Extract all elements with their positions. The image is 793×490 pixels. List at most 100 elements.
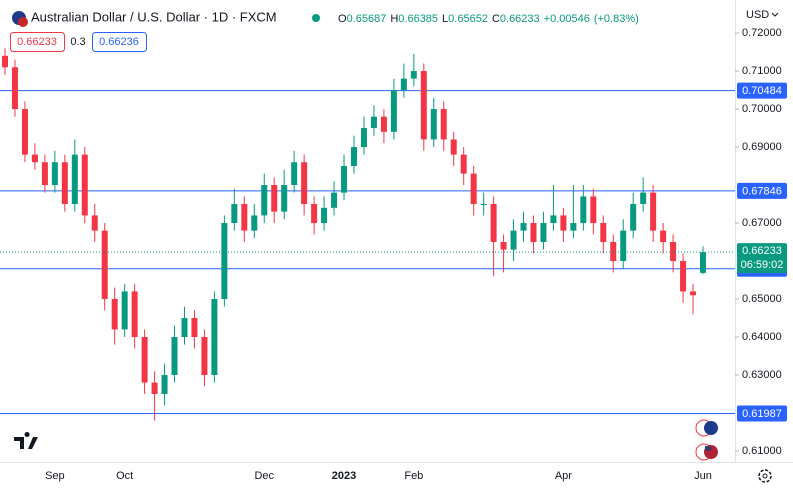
plot-area bbox=[0, 48, 735, 421]
candle-body bbox=[241, 204, 248, 231]
level-label: 0.70484 bbox=[742, 85, 782, 97]
candle-body bbox=[111, 299, 118, 330]
candle-body bbox=[470, 173, 477, 205]
candle-body bbox=[71, 154, 78, 205]
candle-body bbox=[161, 374, 168, 394]
candle-body bbox=[191, 318, 198, 338]
c-value: 0.66233 bbox=[500, 13, 540, 25]
candle-body bbox=[61, 162, 68, 205]
y-tick-label: 0.67000 bbox=[742, 217, 782, 229]
candle-body bbox=[480, 204, 487, 206]
candle-body bbox=[301, 162, 308, 205]
y-tick-label: 0.70000 bbox=[742, 103, 782, 115]
candle-body bbox=[560, 215, 567, 231]
level-label-bg bbox=[737, 82, 787, 99]
last-price-bg bbox=[737, 243, 787, 274]
candle-body bbox=[271, 185, 278, 212]
candle-body bbox=[570, 223, 577, 231]
market-status[interactable] bbox=[312, 14, 320, 22]
candle-body bbox=[700, 252, 706, 273]
y-tick-label: 0.63000 bbox=[742, 369, 782, 381]
candle-body bbox=[101, 230, 108, 300]
sell-price[interactable]: 0.66233 bbox=[17, 36, 57, 48]
candle-body bbox=[640, 192, 647, 205]
candle-body bbox=[121, 291, 128, 330]
settings-icon[interactable] bbox=[758, 469, 772, 483]
l-value: 0.65652 bbox=[448, 13, 488, 25]
candle-body bbox=[211, 299, 218, 375]
buy-button[interactable] bbox=[92, 32, 147, 52]
candle-body bbox=[680, 261, 687, 292]
x-tick-label: Oct bbox=[116, 470, 133, 482]
candle-body bbox=[400, 78, 407, 91]
candle-body bbox=[460, 154, 467, 174]
candle-body bbox=[380, 116, 387, 132]
candle-body bbox=[630, 204, 637, 231]
candle-body bbox=[440, 109, 447, 140]
symbol-title: Australian Dollar / U.S. Dollar · 1D · F… bbox=[31, 9, 277, 24]
candle-body bbox=[41, 162, 48, 186]
y-tick-label: 0.64000 bbox=[742, 331, 782, 343]
candle-body bbox=[171, 337, 178, 375]
candle-body bbox=[11, 67, 18, 110]
candle-body bbox=[660, 230, 667, 243]
candle-body bbox=[590, 196, 597, 224]
h-value: 0.66385 bbox=[398, 13, 438, 25]
y-tick-label: 0.61000 bbox=[742, 445, 782, 457]
candle-body bbox=[2, 55, 8, 68]
candle-body bbox=[370, 116, 377, 129]
x-tick-label: Feb bbox=[404, 470, 423, 482]
candle-body bbox=[221, 223, 228, 300]
candle-body bbox=[510, 230, 517, 250]
x-tick-label: Jun bbox=[694, 470, 712, 482]
buy-price[interactable]: 0.66236 bbox=[99, 36, 139, 48]
currency[interactable]: USD bbox=[746, 9, 769, 21]
candle-body bbox=[420, 71, 427, 140]
currency-caret[interactable] bbox=[771, 12, 779, 17]
candle-body bbox=[31, 154, 38, 163]
candle-body bbox=[490, 204, 497, 243]
l-label: L bbox=[442, 13, 448, 25]
candle-body bbox=[151, 382, 158, 394]
countdown: 06:59:02 bbox=[741, 259, 784, 271]
candle-body bbox=[181, 318, 188, 338]
symbol-icon bbox=[12, 11, 28, 27]
y-tick-label: 0.71000 bbox=[742, 65, 782, 77]
x-tick-label: 2023 bbox=[332, 470, 356, 482]
level-label-bg bbox=[737, 182, 787, 199]
y-tick-label: 0.65000 bbox=[742, 293, 782, 305]
candle-body bbox=[670, 242, 677, 262]
tv-logo bbox=[14, 432, 38, 449]
candle-body bbox=[430, 109, 437, 140]
candle-body bbox=[201, 337, 208, 375]
candle-body bbox=[650, 192, 657, 231]
candle-body bbox=[91, 215, 98, 231]
spread: 0.3 bbox=[70, 36, 85, 48]
y-tick-label: 0.69000 bbox=[742, 141, 782, 153]
candle-body bbox=[351, 147, 357, 167]
candle-body bbox=[550, 215, 557, 224]
y-tick-label: 0.72000 bbox=[742, 27, 782, 39]
candle-body bbox=[690, 291, 697, 296]
candle-body bbox=[81, 154, 88, 216]
candle-body bbox=[620, 230, 627, 262]
ohlc-legend: O0.65687 H0.66385 L0.65652 C0.66233 +0.00546… bbox=[338, 13, 639, 25]
level-label: 0.61987 bbox=[742, 408, 782, 420]
change: +0.00546 bbox=[544, 13, 590, 25]
x-tick-label: Sep bbox=[45, 470, 65, 482]
candle-body bbox=[540, 223, 547, 243]
candle-body bbox=[251, 215, 258, 231]
currency-flags bbox=[695, 419, 718, 461]
x-tick-label: Apr bbox=[555, 470, 572, 482]
sell-button[interactable] bbox=[10, 32, 65, 52]
candle-body bbox=[331, 192, 338, 208]
candle-body bbox=[21, 109, 28, 155]
candle-body bbox=[231, 204, 238, 224]
candle-body bbox=[360, 128, 367, 148]
level-label: 0.67846 bbox=[742, 185, 782, 197]
candle-body bbox=[141, 337, 148, 383]
candle-body bbox=[321, 207, 328, 224]
candle-body bbox=[291, 162, 298, 186]
